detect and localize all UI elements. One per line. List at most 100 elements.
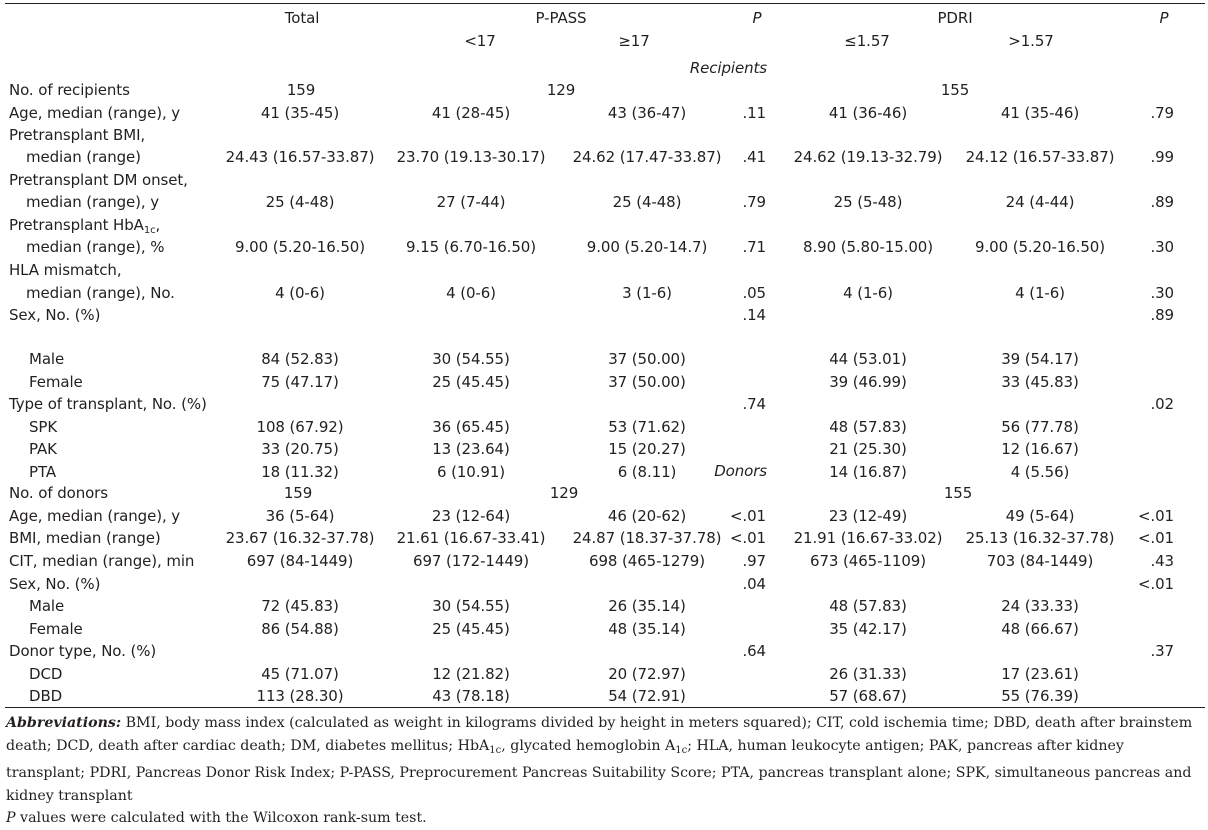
cell-p1: .74 [742, 395, 766, 413]
row-label: Sex, No. (%) [9, 306, 101, 324]
cell-ppass-lo: 30 (54.55) [432, 350, 510, 368]
table-bottom-rule [5, 707, 1205, 708]
p-value-note: P values were calculated with the Wilcox… [6, 807, 1204, 830]
cell-ppass-hi: 37 (50.00) [608, 350, 686, 368]
count-total: 159 [286, 81, 316, 99]
abbreviations-subscript: 1c [675, 744, 688, 756]
p-note-text: values were calculated with the Wilcoxon… [15, 810, 427, 826]
cell-ppass-hi: 3 (1-6) [622, 284, 672, 302]
cell-total: 23.67 (16.32-37.78) [225, 529, 375, 547]
cell-total: 25 (4-48) [265, 193, 335, 211]
count-total: 159 [283, 484, 313, 502]
abbreviations-text: BMI, body mass index (calculated as weig… [6, 715, 1193, 754]
cell-p2: .02 [1150, 395, 1174, 413]
header-p1: P [752, 9, 762, 27]
cell-pdri-lo: 8.90 (5.80-15.00) [803, 238, 933, 256]
row-label: BMI, median (range) [9, 529, 161, 547]
cell-pdri-hi: 17 (23.61) [1001, 665, 1079, 683]
cell-total: 75 (47.17) [261, 373, 339, 391]
cell-pdri-lo: 21 (25.30) [829, 440, 907, 458]
cell-ppass-lo: 23 (12-64) [431, 507, 511, 525]
cell-pdri-lo: 4 (1-6) [843, 284, 893, 302]
cell-ppass-hi: 25 (4-48) [612, 193, 682, 211]
cell-ppass-hi: 6 (8.11) [617, 463, 677, 481]
cell-ppass-lo: 697 (172-1449) [413, 552, 529, 570]
cell-p1: .71 [742, 238, 766, 256]
section-recipients: Recipients [689, 59, 767, 77]
row-label: SPK [29, 418, 58, 436]
cell-p1: .05 [742, 284, 766, 302]
cell-p2: .30 [1150, 284, 1174, 302]
cell-pdri-lo: 48 (57.83) [829, 418, 907, 436]
cell-p1: .97 [742, 552, 766, 570]
cell-pdri-lo: 24.62 (19.13-32.79) [793, 148, 943, 166]
cell-ppass-lo: 6 (10.91) [436, 463, 506, 481]
row-label: DBD [29, 687, 63, 705]
cell-ppass-lo: 36 (65.45) [432, 418, 510, 436]
cell-pdri-hi: 48 (66.67) [1001, 620, 1079, 638]
cell-pdri-lo: 25 (5-48) [833, 193, 903, 211]
cell-p2: <.01 [1137, 575, 1174, 593]
cell-ppass-lo: 30 (54.55) [432, 597, 510, 615]
cell-total: 24.43 (16.57-33.87) [225, 148, 375, 166]
cell-total: 18 (11.32) [261, 463, 339, 481]
cell-p2: .79 [1150, 104, 1174, 122]
cell-p1: .64 [742, 642, 766, 660]
hba-comma: , [155, 216, 161, 234]
count-ppass: 129 [546, 81, 576, 99]
cell-ppass-lo: 27 (7-44) [436, 193, 506, 211]
cell-pdri-lo: 673 (465-1109) [810, 552, 926, 570]
row-label: Female [29, 373, 83, 391]
row-label: Male [29, 597, 65, 615]
row-label: DCD [29, 665, 63, 683]
section-donors: Donors [714, 462, 767, 480]
cell-pdri-hi: 25.13 (16.32-37.78) [965, 529, 1115, 547]
cell-pdri-lo: 41 (36-46) [828, 104, 908, 122]
cell-pdri-hi: 39 (54.17) [1001, 350, 1079, 368]
row-label-bmi-2: median (range) [26, 148, 141, 166]
cell-pdri-hi: 24.12 (16.57-33.87) [965, 148, 1115, 166]
cell-total: 33 (20.75) [261, 440, 339, 458]
row-label: No. of recipients [9, 81, 130, 99]
count-pdri: 155 [943, 484, 973, 502]
hba-subscript: 1c [143, 225, 156, 236]
header-p2: P [1159, 9, 1169, 27]
cell-p2: .43 [1150, 552, 1174, 570]
cell-p1: <.01 [729, 529, 766, 547]
row-label: PTA [29, 463, 57, 481]
abbreviations-subscript: 1c [489, 744, 502, 756]
cell-ppass-hi: 15 (20.27) [608, 440, 686, 458]
cell-pdri-hi: 56 (77.78) [1001, 418, 1079, 436]
cell-ppass-lo: 25 (45.45) [432, 373, 510, 391]
cell-ppass-hi: 698 (465-1279) [589, 552, 705, 570]
cell-pdri-hi: 55 (76.39) [1001, 687, 1079, 705]
header-total: Total [284, 9, 320, 27]
cell-ppass-hi: 46 (20-62) [607, 507, 687, 525]
row-label-hla-2: median (range), No. [26, 284, 175, 302]
header-pdri-low: ≤1.57 [844, 32, 890, 50]
cell-ppass-lo: 25 (45.45) [432, 620, 510, 638]
cell-pdri-lo: 57 (68.67) [829, 687, 907, 705]
cell-ppass-lo: 12 (21.82) [432, 665, 510, 683]
abbreviations-title: Abbreviations: [6, 715, 122, 731]
cell-total: 9.00 (5.20-16.50) [235, 238, 365, 256]
row-label-dm-2: median (range), y [26, 193, 160, 211]
count-pdri: 155 [940, 81, 970, 99]
cell-pdri-lo: 23 (12-49) [828, 507, 908, 525]
hba-text: Pretransplant HbA [9, 216, 144, 234]
count-ppass: 129 [549, 484, 579, 502]
cell-pdri-hi: 33 (45.83) [1001, 373, 1079, 391]
cell-ppass-hi: 24.87 (18.37-37.78) [572, 529, 722, 547]
cell-total: 113 (28.30) [256, 687, 344, 705]
row-label: Age, median (range), y [9, 507, 181, 525]
abbreviations-text: , glycated hemoglobin A [501, 737, 676, 754]
row-label: Type of transplant, No. (%) [9, 395, 207, 413]
row-label: Male [29, 350, 65, 368]
cell-pdri-hi: 4 (5.56) [1010, 463, 1070, 481]
cell-ppass-hi: 48 (35.14) [608, 620, 686, 638]
cell-ppass-hi: 24.62 (17.47-33.87) [572, 148, 722, 166]
cell-total: 697 (84-1449) [246, 552, 354, 570]
header-ppass: P-PASS [535, 9, 587, 27]
row-label: CIT, median (range), min [9, 552, 195, 570]
cell-pdri-hi: 24 (33.33) [1001, 597, 1079, 615]
